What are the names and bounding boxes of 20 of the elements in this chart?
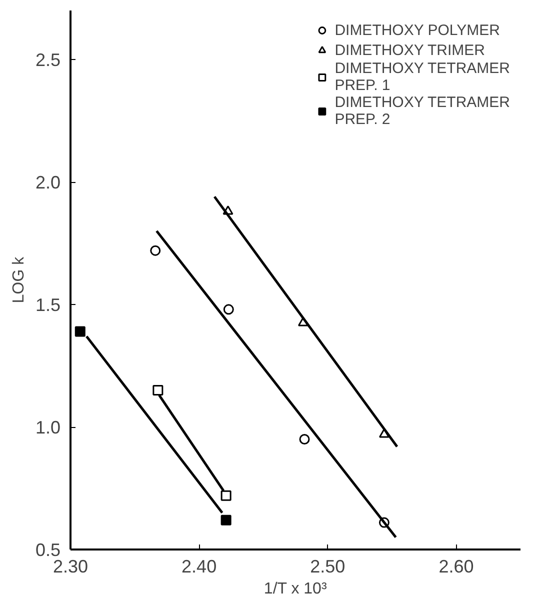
legend-label: DIMETHOXY TRIMER [334,42,485,58]
y-tick-label: 2.5 [35,50,61,70]
x-tick-label: 2.40 [182,556,217,576]
point [152,385,164,396]
legend-label: DIMETHOXY TETRAMER PREP. 2 [334,94,510,128]
x-tick-label: 2.50 [310,556,346,576]
legend-label: DIMETHOXY POLYMER [334,22,500,38]
point [74,326,86,337]
point [220,514,232,526]
x-axis-title: 1/T x 10³ [264,580,328,598]
legend-label: DIMETHOXY TETRAMER PREP. 1 [334,60,510,94]
point [220,490,232,501]
x-tick-label: 2.60 [438,556,474,576]
y-tick-label: 1.5 [35,295,61,315]
y-tick-label: 1.0 [35,418,61,438]
y-axis-title: LOG k [10,256,28,304]
point [150,245,161,256]
point [299,434,310,444]
point [223,304,234,315]
y-tick-label: 2.0 [35,172,61,192]
